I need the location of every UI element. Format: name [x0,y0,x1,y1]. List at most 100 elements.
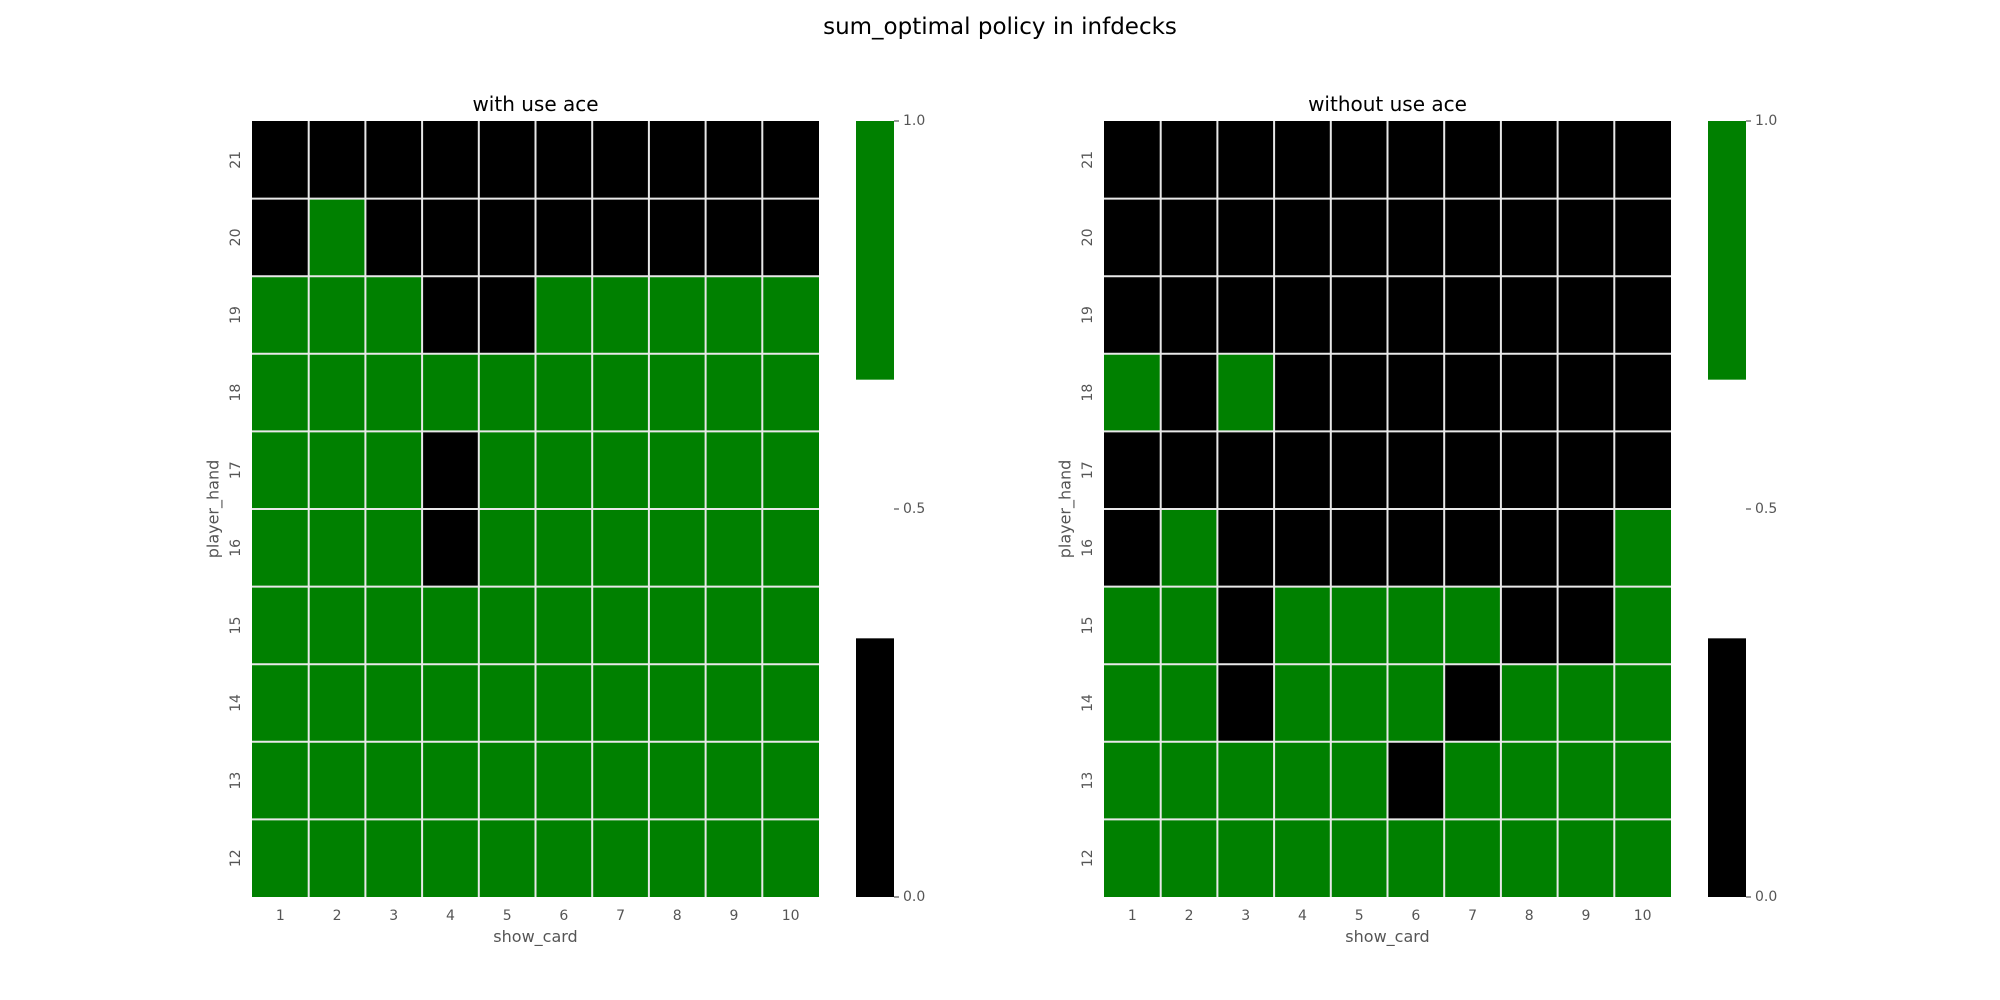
heatmap-cell [1387,819,1445,897]
heatmap-cell [365,509,423,587]
heatmap-cell [308,353,366,432]
heatmap-cell [1217,198,1275,277]
heatmap-cell [1500,509,1558,587]
heatmap-cell [308,121,366,199]
heatmap-cell [308,431,366,509]
heatmap-cell [252,121,309,199]
heatmap-cell [422,819,479,897]
colorbar-tick-label: 0.5 [1755,501,1777,517]
x-axis-label: show_card [1345,927,1429,947]
heatmap-cell [365,741,423,820]
heatmap-cell [1330,741,1388,820]
heatmap-cell [1160,819,1218,897]
heatmap-cell [1500,276,1558,354]
heatmap-cell [592,121,649,199]
heatmap-cell [762,509,819,587]
heatmap-cell [1160,431,1218,509]
heatmap-cell [762,741,819,820]
y-tick-label: 19 [1080,306,1096,324]
heatmap-cell [1444,431,1501,509]
heatmap-cell [1104,198,1161,277]
heatmap-cell [1614,664,1671,742]
y-tick-label: 21 [1080,151,1096,169]
heatmap-cell [592,586,649,665]
heatmap-cell [422,431,479,509]
heatmap-cell [252,741,309,820]
heatmap-cell [422,353,479,432]
heatmap-cell [1274,741,1331,820]
heatmap-cell [1557,198,1615,277]
heatmap-cell [1104,509,1161,587]
heatmap-cell [648,431,706,509]
heatmap-cell [592,431,649,509]
heatmap-cell [592,276,649,354]
heatmap-cell [592,509,649,587]
heatmap-cell [1614,509,1671,587]
heatmap-cell [1104,121,1161,199]
heatmap-cell [478,198,536,277]
heatmap-cell [252,586,309,665]
heatmap-cell [422,664,479,742]
heatmap-cell [1387,121,1445,199]
heatmap-cell [592,664,649,742]
heatmap-cell [705,586,763,665]
heatmap-cell [1387,198,1445,277]
heatmap-cell [1614,586,1671,665]
heatmap-cell [1217,664,1275,742]
heatmap-cell [1274,664,1331,742]
heatmap-cell [478,431,536,509]
heatmap-cell [478,664,536,742]
heatmap-cell [705,121,763,199]
heatmap-cell [1614,121,1671,199]
heatmap-cell [308,509,366,587]
heatmap-cell [648,198,706,277]
heatmap-cell [1217,121,1275,199]
x-tick-label: 4 [446,908,455,924]
figure-title: sum_optimal policy in infdecks [823,14,1177,40]
heatmap-cell [1557,276,1615,354]
heatmap-cell [1330,276,1388,354]
heatmap-cell [1500,431,1558,509]
heatmap-cell [1444,741,1501,820]
heatmap-cell [648,276,706,354]
heatmap-cell [592,198,649,277]
heatmap-cell [308,741,366,820]
heatmap-cell [1330,198,1388,277]
x-tick-label: 7 [616,908,625,924]
heatmap-cell [1500,741,1558,820]
heatmap-cell [422,121,479,199]
heatmap-cell [365,353,423,432]
x-tick-label: 3 [389,908,398,924]
heatmap-cell [592,819,649,897]
heatmap-cell [1387,509,1445,587]
heatmap-cell [365,276,423,354]
heatmap-cell [1387,741,1445,820]
heatmap-cell [1104,586,1161,665]
heatmap-cell [762,586,819,665]
y-tick-label: 13 [1080,772,1096,790]
heatmap-cell [1557,819,1615,897]
heatmap-cell [422,741,479,820]
heatmap-cell [1104,353,1161,432]
heatmap-cell [1387,276,1445,354]
colorbar: 0.0 0.5 1.0 [856,113,925,905]
heatmap-cell [762,353,819,432]
heatmap-cell [592,353,649,432]
x-tick-label: 10 [782,908,800,924]
heatmap-cell [762,431,819,509]
heatmap-cell [762,664,819,742]
heatmap-cell [478,741,536,820]
y-tick-label: 14 [1080,694,1096,712]
heatmap-cell [252,353,309,432]
x-tick-label: 2 [1185,908,1194,924]
heatmap-cell [1500,121,1558,199]
heatmap-cell [1330,664,1388,742]
y-tick-label: 14 [228,694,244,712]
heatmap-cell [1614,431,1671,509]
heatmap-cell [1274,198,1331,277]
heatmap-cell [1104,819,1161,897]
x-tick-label: 1 [276,908,285,924]
heatmap-cell [1557,431,1615,509]
colorbar-tick-label: 1.0 [1755,113,1777,129]
